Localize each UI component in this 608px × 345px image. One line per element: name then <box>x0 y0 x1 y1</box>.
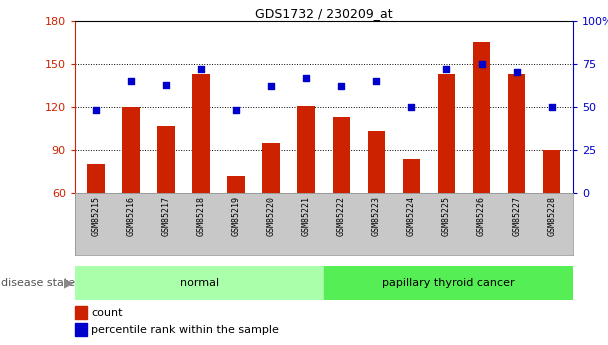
Point <box>231 108 241 113</box>
Bar <box>438 74 455 193</box>
Point <box>266 83 276 89</box>
Text: GSM85218: GSM85218 <box>196 196 206 236</box>
Text: GSM85221: GSM85221 <box>302 196 311 236</box>
Text: normal: normal <box>180 278 219 288</box>
Point <box>302 75 311 80</box>
Point <box>547 104 556 110</box>
Text: count: count <box>91 308 123 317</box>
Bar <box>75 323 87 336</box>
Bar <box>543 150 561 193</box>
Text: ▶: ▶ <box>64 276 74 289</box>
Bar <box>402 159 420 193</box>
Point <box>407 104 416 110</box>
Bar <box>75 306 87 319</box>
Text: GSM85226: GSM85226 <box>477 196 486 236</box>
Text: GSM85224: GSM85224 <box>407 196 416 236</box>
Text: percentile rank within the sample: percentile rank within the sample <box>91 325 279 335</box>
Bar <box>122 107 140 193</box>
Bar <box>192 74 210 193</box>
Bar <box>227 176 245 193</box>
Point <box>126 78 136 84</box>
Text: GSM85215: GSM85215 <box>91 196 100 236</box>
Text: GSM85219: GSM85219 <box>232 196 241 236</box>
Bar <box>87 165 105 193</box>
Point <box>477 61 486 67</box>
Text: GSM85225: GSM85225 <box>442 196 451 236</box>
Text: papillary thyroid cancer: papillary thyroid cancer <box>382 278 514 288</box>
Point <box>336 83 346 89</box>
Text: disease state: disease state <box>1 278 75 288</box>
Bar <box>297 106 315 193</box>
Point <box>91 108 101 113</box>
Point <box>512 70 522 75</box>
Text: GSM85223: GSM85223 <box>372 196 381 236</box>
Text: GSM85220: GSM85220 <box>267 196 275 236</box>
Point <box>161 82 171 87</box>
Bar <box>75 266 323 300</box>
Bar <box>263 143 280 193</box>
Text: GSM85217: GSM85217 <box>162 196 170 236</box>
Bar <box>473 42 490 193</box>
Bar <box>508 74 525 193</box>
Text: GSM85228: GSM85228 <box>547 196 556 236</box>
Title: GDS1732 / 230209_at: GDS1732 / 230209_at <box>255 7 393 20</box>
Point <box>441 66 451 72</box>
Bar <box>157 126 174 193</box>
Text: GSM85227: GSM85227 <box>512 196 521 236</box>
Text: GSM85222: GSM85222 <box>337 196 346 236</box>
Point <box>371 78 381 84</box>
Text: GSM85216: GSM85216 <box>126 196 136 236</box>
Bar <box>333 117 350 193</box>
Bar <box>368 131 385 193</box>
Point <box>196 66 206 72</box>
Bar <box>323 266 573 300</box>
